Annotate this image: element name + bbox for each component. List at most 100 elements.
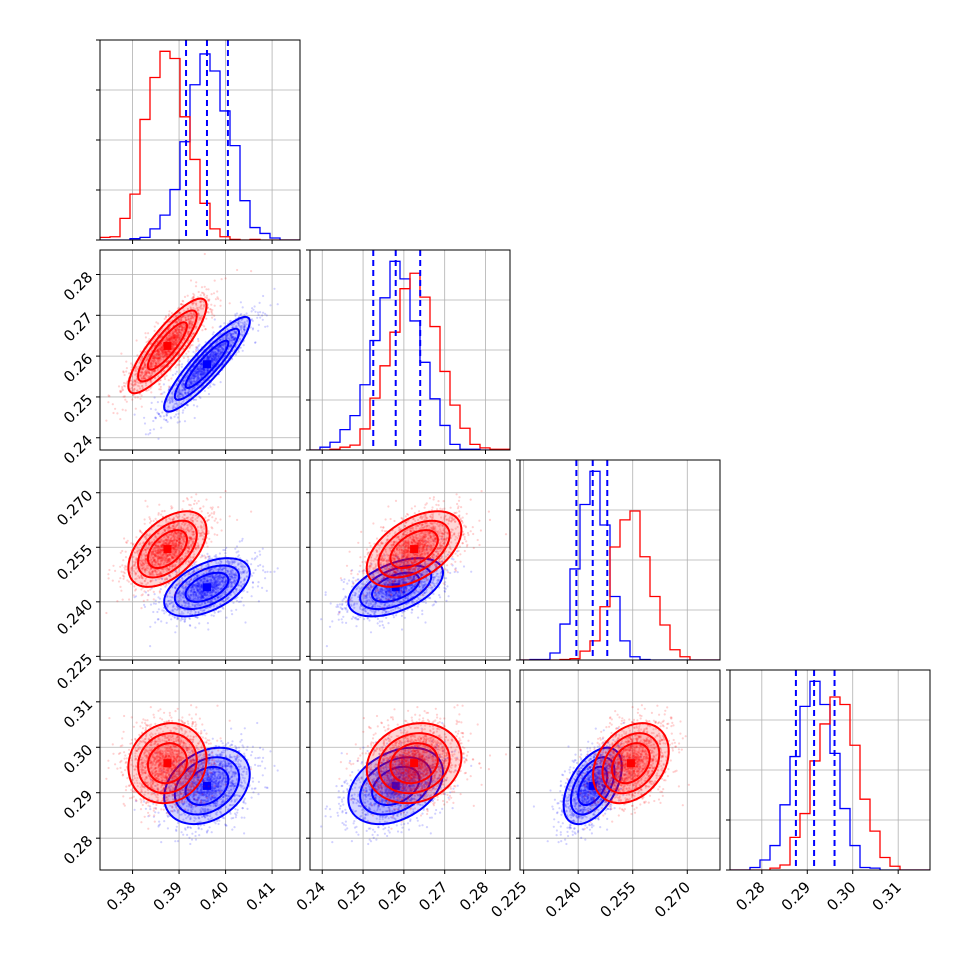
sample-point — [208, 357, 211, 360]
sample-point — [228, 302, 231, 305]
sample-point — [154, 408, 157, 411]
sample-point — [243, 325, 246, 328]
sample-point — [203, 389, 206, 392]
sample-point — [191, 382, 194, 385]
sample-point — [167, 387, 171, 390]
sample-point — [201, 368, 204, 371]
sample-point — [213, 304, 216, 307]
sample-point — [226, 334, 229, 337]
sample-point — [143, 422, 147, 425]
sample-point — [262, 311, 265, 314]
sample-point — [147, 594, 150, 597]
sample-point — [195, 371, 198, 374]
sample-point — [189, 381, 193, 384]
sample-point — [220, 351, 223, 354]
sample-point — [229, 342, 232, 345]
sample-point — [154, 416, 157, 419]
sample-point — [185, 352, 188, 355]
sample-point — [194, 381, 197, 384]
sample-point — [184, 388, 187, 391]
sample-point — [149, 407, 153, 410]
sample-point — [182, 382, 186, 385]
sample-point — [174, 342, 177, 345]
sample-point — [235, 551, 238, 554]
sample-point — [171, 392, 174, 395]
sample-point — [202, 369, 205, 372]
sample-point — [228, 339, 231, 342]
sample-point — [135, 339, 138, 342]
sample-point — [231, 326, 234, 329]
contour-blue — [173, 327, 241, 401]
sample-point — [257, 600, 260, 603]
sample-point — [199, 373, 202, 377]
sample-point — [216, 521, 219, 524]
sample-point — [170, 377, 173, 380]
sample-point — [211, 333, 214, 336]
sample-point — [196, 366, 199, 369]
sample-point — [206, 369, 209, 372]
sample-point — [158, 597, 162, 600]
sample-point — [213, 356, 216, 359]
sample-point — [154, 360, 157, 363]
sample-point — [228, 332, 231, 335]
sample-point — [117, 385, 121, 388]
sample-point — [258, 301, 261, 304]
sample-point — [219, 345, 222, 348]
sample-point — [200, 368, 203, 371]
sample-point — [180, 393, 183, 396]
sample-point — [143, 590, 146, 593]
sample-point — [196, 367, 199, 371]
sample-point — [214, 358, 217, 361]
sample-point — [239, 301, 242, 304]
sample-point — [212, 512, 216, 515]
sample-point — [206, 370, 209, 373]
sample-point — [243, 329, 246, 332]
sample-point — [200, 373, 203, 377]
sample-point — [111, 403, 114, 406]
sample-point — [230, 338, 233, 341]
sample-point — [175, 383, 178, 386]
sample-point — [133, 585, 136, 588]
sample-point — [221, 349, 224, 352]
sample-point — [178, 363, 181, 366]
sample-point — [196, 347, 199, 350]
sample-point — [163, 612, 166, 615]
sample-point — [217, 334, 221, 337]
sample-point — [131, 364, 134, 367]
sample-point — [220, 352, 223, 355]
sample-point — [125, 400, 128, 403]
sample-point — [233, 330, 236, 333]
sample-point — [195, 346, 198, 349]
sample-point — [209, 356, 212, 359]
sample-point — [158, 413, 161, 416]
sample-point — [161, 346, 164, 349]
sample-point — [149, 432, 152, 435]
sample-point — [138, 385, 141, 388]
sample-point — [264, 571, 267, 574]
sample-point — [213, 350, 216, 353]
sample-point — [243, 320, 246, 324]
sample-point — [211, 360, 215, 363]
sample-point — [243, 328, 246, 331]
sample-point — [181, 327, 184, 330]
sample-point — [199, 376, 202, 379]
sample-point — [122, 371, 125, 374]
sample-point — [143, 416, 146, 419]
sample-point — [212, 292, 216, 295]
sample-point — [171, 407, 175, 410]
sample-point — [226, 350, 229, 353]
sample-point — [222, 347, 225, 351]
sample-point — [232, 337, 235, 340]
sample-point — [183, 388, 186, 391]
sample-point — [139, 397, 142, 400]
sample-point — [184, 377, 187, 380]
sample-point — [231, 335, 234, 338]
sample-point — [224, 345, 227, 348]
sample-point — [214, 359, 217, 362]
sample-point — [172, 404, 175, 407]
sample-point — [197, 376, 200, 379]
sample-point — [124, 382, 128, 385]
sample-point — [224, 342, 228, 345]
sample-point — [210, 361, 213, 364]
sample-point — [264, 325, 267, 328]
